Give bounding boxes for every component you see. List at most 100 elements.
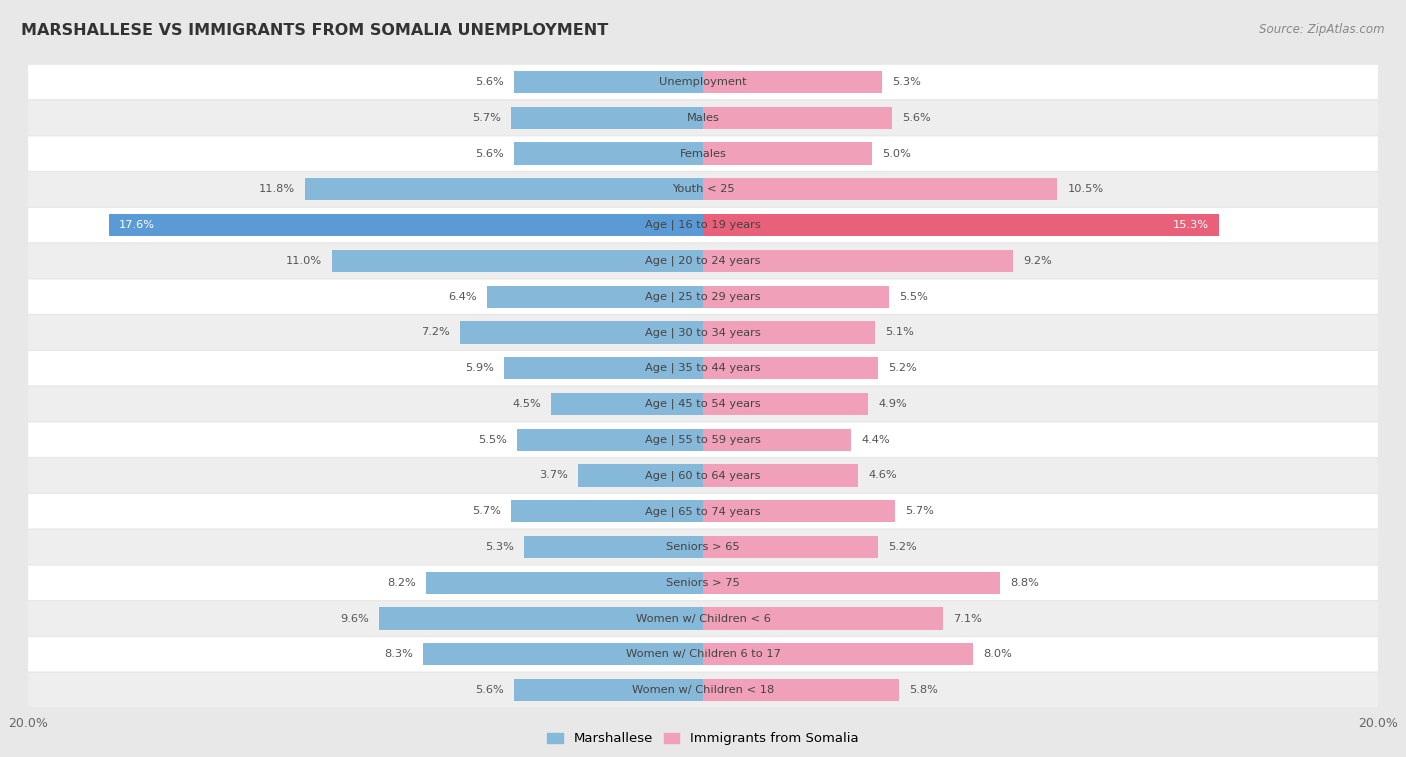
Text: 8.0%: 8.0%: [983, 650, 1012, 659]
FancyBboxPatch shape: [28, 458, 1378, 493]
Text: Age | 30 to 34 years: Age | 30 to 34 years: [645, 327, 761, 338]
Text: Age | 65 to 74 years: Age | 65 to 74 years: [645, 506, 761, 516]
Text: 5.6%: 5.6%: [903, 113, 931, 123]
Bar: [503, 357, 703, 379]
Bar: [510, 500, 703, 522]
Text: 5.3%: 5.3%: [485, 542, 515, 552]
Text: 5.2%: 5.2%: [889, 542, 917, 552]
Text: 5.5%: 5.5%: [478, 435, 508, 444]
Text: 8.8%: 8.8%: [1010, 578, 1039, 587]
Text: 7.1%: 7.1%: [953, 614, 981, 624]
FancyBboxPatch shape: [28, 101, 1378, 135]
Bar: [578, 464, 703, 487]
Bar: [305, 178, 703, 201]
FancyBboxPatch shape: [28, 601, 1378, 636]
Text: 5.1%: 5.1%: [886, 328, 914, 338]
FancyBboxPatch shape: [28, 172, 1378, 207]
FancyBboxPatch shape: [28, 565, 1378, 600]
Text: 5.3%: 5.3%: [891, 77, 921, 87]
Bar: [703, 107, 891, 129]
Text: Age | 35 to 44 years: Age | 35 to 44 years: [645, 363, 761, 373]
Bar: [703, 142, 872, 165]
Text: 5.8%: 5.8%: [908, 685, 938, 695]
Bar: [703, 357, 879, 379]
Text: Women w/ Children < 18: Women w/ Children < 18: [631, 685, 775, 695]
Bar: [703, 572, 1000, 594]
Text: 7.2%: 7.2%: [422, 328, 450, 338]
Text: Males: Males: [686, 113, 720, 123]
FancyBboxPatch shape: [28, 422, 1378, 457]
Text: 5.7%: 5.7%: [471, 506, 501, 516]
Text: 4.9%: 4.9%: [879, 399, 907, 409]
FancyBboxPatch shape: [28, 208, 1378, 242]
Text: 4.6%: 4.6%: [869, 471, 897, 481]
Bar: [703, 464, 858, 487]
Text: 5.0%: 5.0%: [882, 148, 911, 158]
Bar: [703, 643, 973, 665]
Text: 5.5%: 5.5%: [898, 291, 928, 301]
Bar: [515, 142, 703, 165]
FancyBboxPatch shape: [28, 673, 1378, 707]
Text: Women w/ Children < 6: Women w/ Children < 6: [636, 614, 770, 624]
Legend: Marshallese, Immigrants from Somalia: Marshallese, Immigrants from Somalia: [543, 727, 863, 750]
Text: 5.7%: 5.7%: [905, 506, 935, 516]
Bar: [703, 321, 875, 344]
Bar: [703, 536, 879, 558]
Text: 8.3%: 8.3%: [384, 650, 413, 659]
Text: 5.6%: 5.6%: [475, 685, 503, 695]
Text: 11.8%: 11.8%: [259, 185, 295, 195]
FancyBboxPatch shape: [28, 244, 1378, 278]
Text: Source: ZipAtlas.com: Source: ZipAtlas.com: [1260, 23, 1385, 36]
FancyBboxPatch shape: [28, 315, 1378, 350]
FancyBboxPatch shape: [28, 351, 1378, 385]
Bar: [524, 536, 703, 558]
FancyBboxPatch shape: [28, 136, 1378, 171]
Bar: [426, 572, 703, 594]
Bar: [380, 607, 703, 630]
Text: Females: Females: [679, 148, 727, 158]
FancyBboxPatch shape: [28, 530, 1378, 564]
Text: Seniors > 65: Seniors > 65: [666, 542, 740, 552]
Text: Age | 25 to 29 years: Age | 25 to 29 years: [645, 291, 761, 302]
Text: Age | 55 to 59 years: Age | 55 to 59 years: [645, 435, 761, 445]
Bar: [703, 71, 882, 93]
Bar: [703, 500, 896, 522]
Text: 17.6%: 17.6%: [120, 220, 155, 230]
FancyBboxPatch shape: [28, 387, 1378, 421]
Bar: [703, 679, 898, 701]
Text: Age | 20 to 24 years: Age | 20 to 24 years: [645, 256, 761, 266]
Bar: [332, 250, 703, 272]
Bar: [703, 607, 942, 630]
Bar: [460, 321, 703, 344]
Bar: [515, 71, 703, 93]
Text: 9.2%: 9.2%: [1024, 256, 1052, 266]
Text: Age | 60 to 64 years: Age | 60 to 64 years: [645, 470, 761, 481]
Text: 5.6%: 5.6%: [475, 148, 503, 158]
Bar: [703, 285, 889, 308]
Text: 15.3%: 15.3%: [1173, 220, 1209, 230]
Text: 10.5%: 10.5%: [1067, 185, 1104, 195]
Bar: [423, 643, 703, 665]
Text: Age | 45 to 54 years: Age | 45 to 54 years: [645, 399, 761, 410]
Text: 5.6%: 5.6%: [475, 77, 503, 87]
Text: 4.5%: 4.5%: [512, 399, 541, 409]
Text: Seniors > 75: Seniors > 75: [666, 578, 740, 587]
Bar: [703, 250, 1014, 272]
Text: MARSHALLESE VS IMMIGRANTS FROM SOMALIA UNEMPLOYMENT: MARSHALLESE VS IMMIGRANTS FROM SOMALIA U…: [21, 23, 609, 38]
Bar: [517, 428, 703, 451]
Text: 5.7%: 5.7%: [471, 113, 501, 123]
Bar: [703, 214, 1219, 236]
FancyBboxPatch shape: [28, 279, 1378, 314]
Bar: [486, 285, 703, 308]
Text: Unemployment: Unemployment: [659, 77, 747, 87]
Text: Age | 16 to 19 years: Age | 16 to 19 years: [645, 220, 761, 230]
Text: 9.6%: 9.6%: [340, 614, 368, 624]
Bar: [703, 178, 1057, 201]
Text: 5.2%: 5.2%: [889, 363, 917, 373]
FancyBboxPatch shape: [28, 637, 1378, 671]
Bar: [703, 393, 869, 415]
Text: 6.4%: 6.4%: [449, 291, 477, 301]
Text: 5.9%: 5.9%: [465, 363, 494, 373]
Bar: [110, 214, 703, 236]
Text: Youth < 25: Youth < 25: [672, 185, 734, 195]
